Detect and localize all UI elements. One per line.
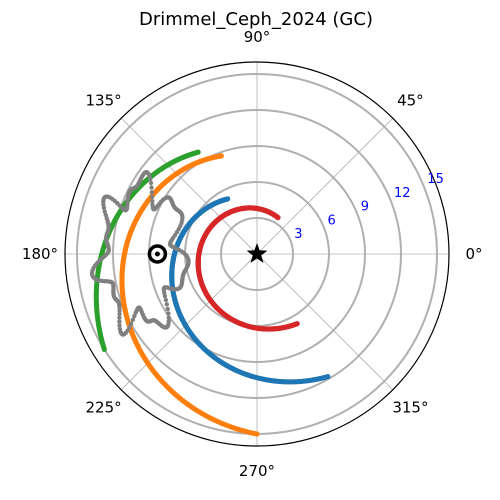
angle-tick-label: 225° [86, 398, 122, 416]
data-point [132, 313, 137, 319]
data-point [103, 212, 108, 218]
angle-gridline [120, 117, 258, 255]
radial-gridline [112, 109, 402, 399]
angle-gridline [120, 253, 258, 391]
series-spiral_1 [195, 205, 300, 332]
data-point [166, 311, 171, 316]
data-point [254, 431, 260, 437]
angle-tick-label: 315° [392, 398, 428, 416]
data-point [101, 346, 107, 352]
radial-tick-label: 3 [294, 227, 302, 242]
data-layer [89, 149, 331, 437]
angle-tick-label: 270° [239, 462, 275, 480]
angle-gridline [256, 117, 394, 255]
data-point [101, 205, 107, 211]
radial-tick-label: 9 [361, 200, 369, 215]
data-point [133, 310, 138, 315]
data-point [148, 176, 153, 182]
data-point [162, 293, 168, 299]
data-point [294, 321, 300, 327]
data-point [163, 297, 169, 303]
data-point [183, 252, 189, 258]
data-point [117, 323, 122, 328]
angle-tick-label: 0° [465, 245, 482, 263]
series-spiral_3 [119, 153, 260, 437]
sun-dot-marker [154, 251, 160, 257]
data-point [128, 321, 134, 326]
series-spiral_2 [169, 196, 331, 385]
angle-tick-label: 90° [244, 28, 271, 46]
radial-tick-label: 12 [394, 186, 411, 201]
angle-tick-label: 180° [22, 245, 58, 263]
data-point [130, 317, 136, 322]
data-point [117, 326, 123, 332]
data-point [166, 315, 171, 320]
angle-tick-label: 45° [397, 92, 424, 110]
chart-title: Drimmel_Ceph_2024 (GC) [139, 9, 373, 30]
radial-tick-label: 6 [328, 213, 336, 228]
grid-layer [64, 61, 450, 447]
data-point [149, 194, 155, 200]
label-layer: 0° 45° 90° 135° 180° 225° 270° 315° 3 6 9 12 15 [22, 28, 483, 480]
data-point [325, 374, 331, 380]
series-contour [89, 169, 191, 337]
data-point [117, 319, 122, 324]
data-point [117, 311, 122, 317]
data-point [162, 290, 167, 295]
data-point [149, 185, 154, 190]
angle-tick-label: 135° [86, 92, 122, 110]
polar-frame [64, 61, 450, 447]
data-point [164, 302, 169, 307]
radial-tick-label: 15 [427, 172, 444, 187]
data-point [149, 190, 155, 195]
data-point [150, 199, 155, 204]
data-point [165, 306, 170, 312]
center-star-marker [246, 243, 268, 263]
data-point [102, 209, 107, 214]
data-point [148, 180, 154, 186]
data-point [117, 315, 122, 320]
angle-gridline [256, 253, 394, 391]
radial-gridline [220, 217, 294, 291]
sun-circle-marker [147, 244, 168, 264]
